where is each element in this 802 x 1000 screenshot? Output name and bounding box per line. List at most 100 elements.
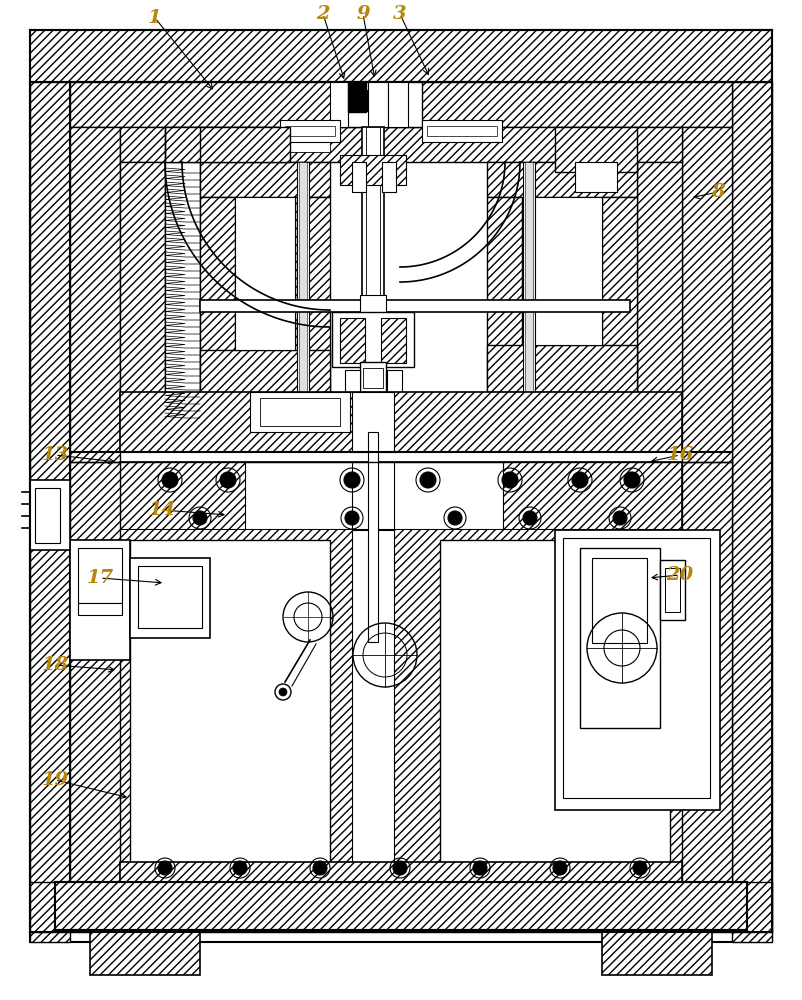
Bar	[555, 530, 720, 810]
Bar	[120, 127, 682, 162]
Circle shape	[193, 511, 207, 525]
Text: 17: 17	[87, 569, 114, 587]
Bar	[440, 540, 670, 870]
Bar	[70, 462, 120, 882]
Text: 3: 3	[393, 5, 407, 23]
Bar	[130, 558, 210, 638]
Bar	[200, 162, 330, 197]
Bar	[78, 548, 122, 603]
Bar	[522, 197, 602, 345]
Circle shape	[275, 684, 291, 700]
Bar	[525, 162, 533, 402]
Bar	[165, 140, 330, 152]
Bar	[340, 318, 365, 363]
Circle shape	[502, 472, 518, 488]
Circle shape	[613, 511, 627, 525]
Bar	[280, 120, 340, 142]
Bar	[363, 368, 383, 388]
Bar	[682, 127, 732, 507]
Circle shape	[279, 688, 287, 696]
Bar	[602, 930, 712, 975]
Bar	[523, 162, 535, 402]
Bar	[30, 882, 772, 932]
Bar	[245, 462, 503, 530]
Bar	[120, 392, 682, 452]
Bar	[55, 882, 747, 930]
Circle shape	[158, 861, 172, 875]
Bar	[138, 566, 202, 628]
Bar	[120, 162, 165, 432]
Bar	[70, 540, 130, 660]
Bar	[352, 392, 394, 452]
Bar	[382, 162, 396, 192]
Bar	[387, 370, 402, 392]
Bar	[90, 930, 200, 975]
Bar	[660, 560, 685, 620]
Bar	[250, 392, 350, 432]
Text: 16: 16	[666, 446, 694, 464]
Circle shape	[448, 511, 462, 525]
Bar	[30, 480, 70, 550]
Bar	[388, 82, 408, 127]
Bar	[555, 127, 637, 172]
Circle shape	[523, 511, 537, 525]
Bar	[260, 398, 340, 426]
Bar	[368, 82, 388, 127]
Circle shape	[473, 861, 487, 875]
Bar	[165, 127, 290, 162]
Bar	[360, 362, 386, 392]
Bar	[78, 603, 122, 615]
Bar	[427, 126, 497, 136]
Text: 20: 20	[666, 566, 694, 584]
Bar	[348, 82, 366, 112]
Text: 14: 14	[148, 501, 176, 519]
Bar	[70, 82, 732, 127]
Bar	[340, 82, 422, 127]
Bar	[70, 127, 120, 507]
Bar	[381, 318, 406, 363]
Bar	[422, 120, 502, 142]
Bar	[665, 568, 680, 612]
Bar	[299, 162, 307, 422]
Bar	[200, 300, 630, 312]
Circle shape	[633, 861, 647, 875]
Bar	[602, 197, 637, 392]
Bar	[120, 462, 682, 530]
Bar	[120, 862, 682, 882]
Bar	[295, 197, 330, 397]
Bar	[120, 530, 682, 880]
Bar	[487, 345, 637, 392]
Bar	[360, 295, 386, 317]
Bar	[332, 312, 414, 367]
Bar	[30, 30, 772, 82]
Text: 9: 9	[356, 5, 370, 23]
Circle shape	[572, 472, 588, 488]
Bar	[575, 162, 617, 192]
Circle shape	[220, 472, 236, 488]
Bar	[165, 162, 200, 422]
Bar	[732, 82, 772, 942]
Bar	[352, 162, 366, 192]
Bar	[352, 462, 394, 530]
Circle shape	[233, 861, 247, 875]
Bar	[35, 488, 60, 543]
Bar	[285, 126, 335, 136]
Bar	[235, 197, 295, 350]
Bar	[580, 548, 660, 728]
Text: 19: 19	[42, 771, 69, 789]
Text: 18: 18	[42, 656, 69, 674]
Bar	[637, 162, 682, 402]
Bar	[345, 370, 360, 392]
Bar	[30, 82, 70, 942]
Bar	[200, 197, 235, 397]
Bar	[130, 540, 330, 870]
Bar	[70, 82, 732, 882]
Bar	[487, 197, 522, 392]
Bar	[200, 350, 330, 395]
Bar	[366, 127, 380, 432]
Bar	[682, 462, 732, 882]
Bar	[356, 90, 368, 112]
Bar	[362, 127, 384, 432]
Circle shape	[624, 472, 640, 488]
Text: 8: 8	[711, 183, 725, 201]
